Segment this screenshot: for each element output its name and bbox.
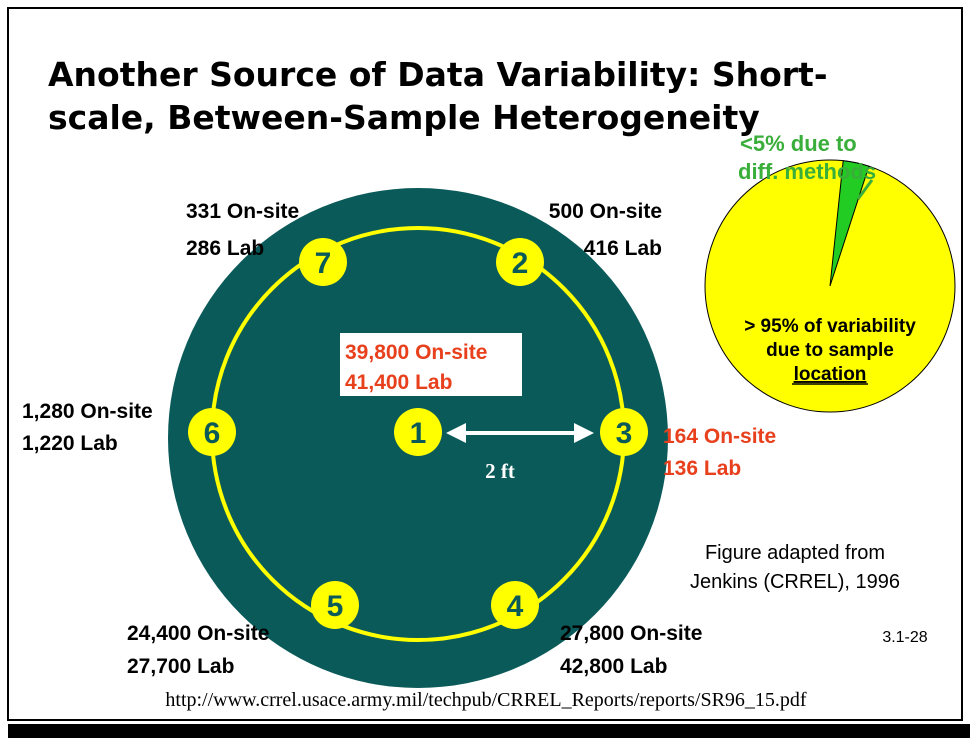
sample-lab: 41,400 Lab bbox=[345, 371, 452, 394]
sample-onsite: 39,800 On-site bbox=[345, 341, 487, 364]
pie-wedge bbox=[829, 160, 870, 287]
node-circle bbox=[299, 238, 347, 286]
pie-major-label: > 95% of variability bbox=[744, 316, 916, 337]
url: http://www.crrel.usace.army.mil/techpub/… bbox=[165, 689, 807, 711]
node-id: 4 bbox=[507, 590, 524, 623]
title-line: Another Source of Data Variability: Shor… bbox=[48, 55, 828, 94]
node-circle bbox=[600, 408, 648, 456]
credit: Jenkins (CRREL), 1996 bbox=[690, 571, 900, 593]
title-line: scale, Between-Sample Heterogeneity bbox=[48, 98, 760, 137]
node-circle bbox=[496, 238, 544, 286]
node-circle bbox=[311, 581, 359, 629]
pie-major-label: due to sample bbox=[766, 340, 894, 361]
sample-onsite: 164 On-site bbox=[663, 425, 776, 448]
node-circle bbox=[188, 408, 236, 456]
slide-number: 3.1-28 bbox=[882, 629, 927, 646]
node-circle bbox=[491, 581, 539, 629]
sample-lab: 416 Lab bbox=[584, 237, 662, 260]
node-circle bbox=[394, 408, 442, 456]
sample-lab: 27,700 Lab bbox=[127, 655, 234, 678]
sample-lab: 136 Lab bbox=[663, 457, 741, 480]
sample-lab: 286 Lab bbox=[186, 237, 264, 260]
node: 5 bbox=[311, 581, 359, 629]
sample-lab: 42,800 Lab bbox=[560, 655, 667, 678]
node-id: 7 bbox=[315, 247, 332, 280]
sample-onsite: 1,280 On-site bbox=[22, 400, 153, 423]
node: 2 bbox=[496, 238, 544, 286]
sample-onsite: 500 On-site bbox=[549, 200, 662, 223]
sample-onsite: 24,400 On-site bbox=[127, 622, 269, 645]
node: 7 bbox=[299, 238, 347, 286]
pie-major-label: location bbox=[794, 364, 867, 385]
node: 1 bbox=[394, 408, 442, 456]
center-label-box bbox=[340, 333, 522, 396]
node-id: 3 bbox=[616, 417, 633, 450]
arrow-head bbox=[446, 423, 466, 443]
sample-lab: 1,220 Lab bbox=[22, 432, 118, 455]
node-id: 5 bbox=[327, 590, 344, 623]
node-id: 1 bbox=[410, 417, 427, 450]
pie-minor-label: <5% due to bbox=[740, 131, 857, 156]
node-id: 2 bbox=[512, 247, 529, 280]
credit: Figure adapted from bbox=[705, 542, 885, 564]
node-id: 6 bbox=[204, 417, 221, 450]
slide-shadow bbox=[8, 724, 970, 738]
arrow-head bbox=[574, 423, 594, 443]
sample-onsite: 27,800 On-site bbox=[560, 622, 702, 645]
distance-label: 2 ft bbox=[485, 459, 515, 483]
node: 4 bbox=[491, 581, 539, 629]
node: 3 bbox=[600, 408, 648, 456]
node: 6 bbox=[188, 408, 236, 456]
sample-onsite: 331 On-site bbox=[186, 200, 299, 223]
pointer bbox=[856, 179, 874, 200]
pie-minor-label: diff. methods bbox=[738, 159, 876, 184]
